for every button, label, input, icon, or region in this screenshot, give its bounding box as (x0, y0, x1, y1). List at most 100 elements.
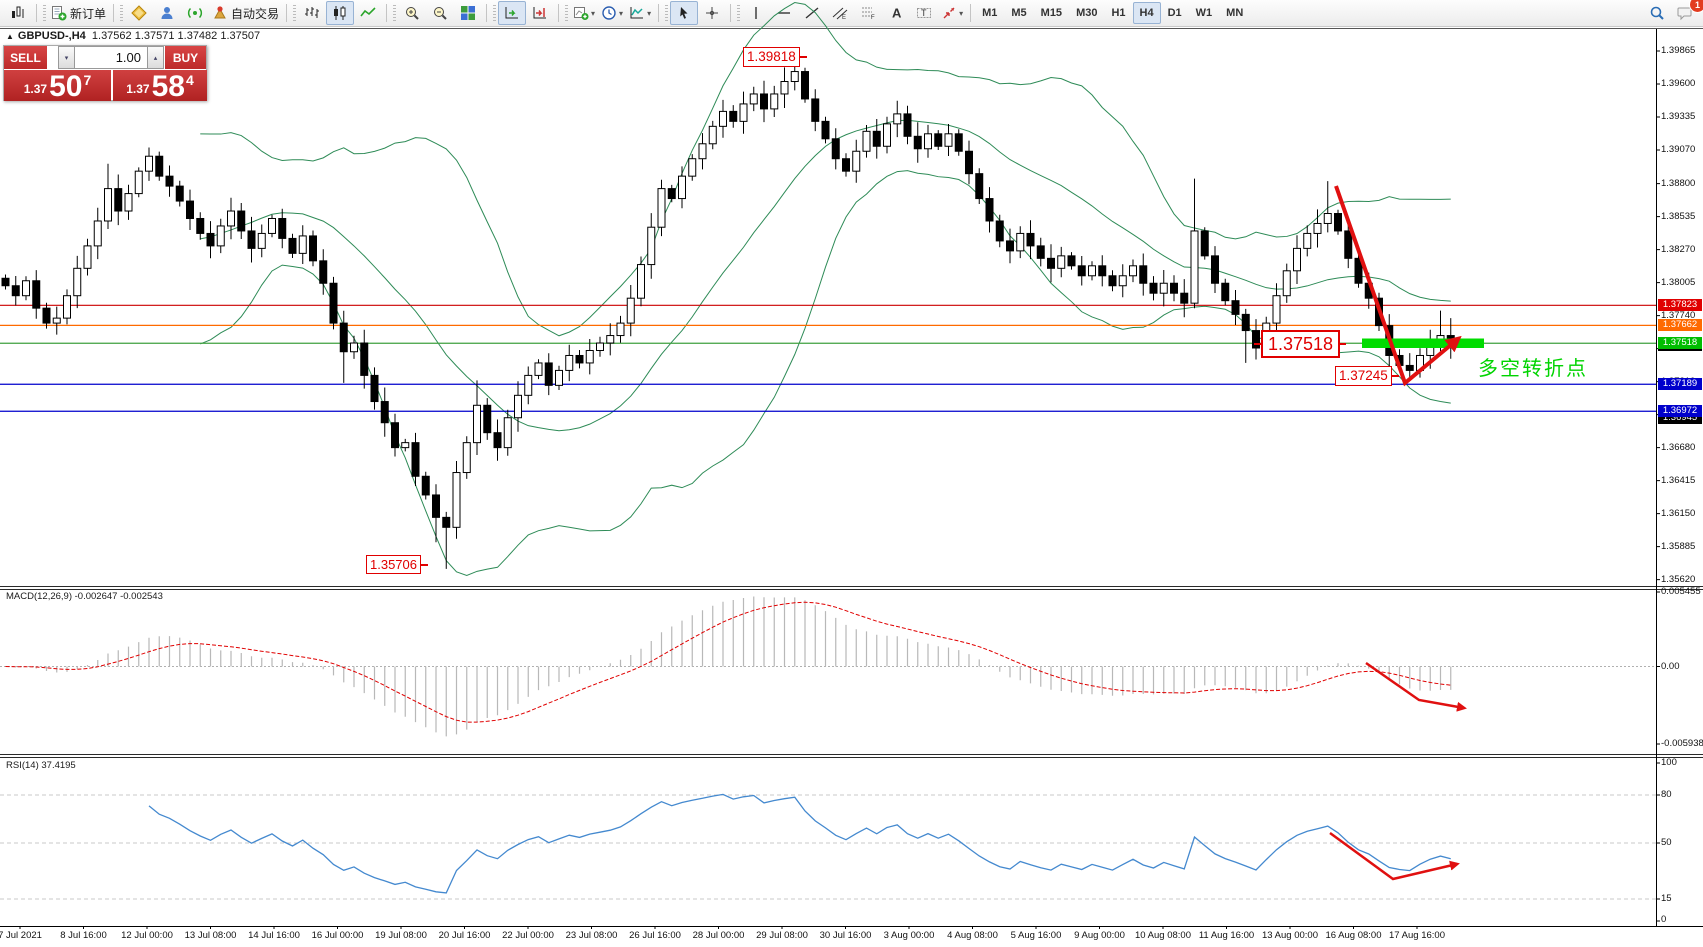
sell-button[interactable]: SELL (4, 46, 47, 69)
bar-chart-button[interactable] (298, 1, 326, 25)
candle-body (903, 113, 912, 137)
date-tick: 29 Jul 08:00 (756, 930, 808, 941)
collapse-triangle-icon[interactable]: ▲ (6, 32, 14, 41)
timeframe-w1[interactable]: W1 (1195, 7, 1213, 19)
toolbar-grip (565, 5, 569, 21)
vertical-line-button[interactable] (742, 1, 770, 25)
timeframe-m15[interactable]: M15 (1040, 7, 1063, 19)
candle-body (360, 342, 369, 376)
timeframe-m30[interactable]: M30 (1076, 7, 1098, 19)
macd-main-value: -0.002647 (74, 591, 118, 602)
timeframe-mn[interactable]: MN (1226, 7, 1244, 19)
timeframe-m1[interactable]: M1 (982, 7, 998, 19)
chat-button[interactable]: 1 (1671, 0, 1703, 25)
market-button[interactable] (153, 1, 181, 25)
price-label-low[interactable]: 1.35706 (366, 555, 428, 574)
signals-icon (187, 7, 203, 19)
arrows-button[interactable]: ▾ (938, 1, 966, 25)
horizontal-line-button[interactable] (770, 1, 798, 25)
channel-button[interactable]: E (826, 1, 854, 25)
date-tick: 16 Aug 08:00 (1325, 930, 1382, 941)
candle-body (1231, 300, 1240, 315)
green-level-bar[interactable] (1362, 338, 1484, 349)
date-tick: 30 Jul 16:00 (819, 930, 872, 941)
candle-body (257, 232, 266, 249)
price-tick: 1.38005 (1661, 276, 1696, 288)
signals-button[interactable] (181, 1, 209, 25)
auto-scroll-button[interactable] (498, 1, 527, 25)
text-label-button[interactable]: T (910, 1, 938, 25)
timeframe-h4[interactable]: H4 (1132, 2, 1161, 24)
toolbar: 新订单 自动交易 ▾ ▾ ▾ E F A T ▾ M1 M5 M15 M30 H1 H4 D1 W1 MN 1 (0, 0, 1703, 27)
fibonacci-button[interactable]: F (854, 1, 882, 25)
candle-body (883, 123, 891, 147)
line-icon (360, 7, 376, 17)
candle-chart-button[interactable] (326, 1, 355, 25)
arrows-icon (943, 7, 955, 19)
candle-body (370, 374, 379, 403)
price-tick: 1.38270 (1661, 243, 1696, 255)
candle-body (760, 93, 768, 110)
candle-body (1118, 275, 1127, 287)
line-chart-button[interactable] (354, 1, 382, 25)
candles-icon (334, 6, 346, 20)
text-icon: A (892, 6, 902, 21)
buy-button[interactable]: BUY (165, 46, 206, 69)
price-label-pivot[interactable]: 1.37245 (1335, 366, 1399, 386)
candle-body (1036, 245, 1045, 259)
trendline-button[interactable] (798, 1, 826, 25)
candle-body (555, 369, 563, 386)
window-icon[interactable] (4, 1, 32, 25)
red-trend-arrow-main (1334, 185, 1462, 387)
date-tick: 23 Jul 08:00 (565, 930, 618, 941)
candle-body (268, 217, 276, 234)
chart-title: ▲ GBPUSD-,H4 1.37562 1.37571 1.37482 1.37… (6, 30, 260, 42)
new-order-icon (52, 6, 67, 21)
date-tick: 16 Jul 00:00 (311, 930, 364, 941)
candle-body (688, 158, 697, 177)
candle-body (1077, 265, 1086, 277)
profiles-button[interactable]: ▾ (598, 1, 626, 25)
price-label-high[interactable]: 1.39818 (743, 47, 807, 67)
volume-increase-button[interactable]: ▴ (147, 46, 164, 69)
candle-body (32, 280, 41, 309)
rsi-axis-tick: 15 (1661, 893, 1672, 904)
candle-body (575, 354, 584, 364)
toolbar-grip (120, 5, 124, 21)
metaeditor-button[interactable] (125, 1, 153, 25)
search-button[interactable] (1643, 1, 1671, 25)
candle-body (421, 475, 430, 496)
buy-price-point: 4 (185, 72, 194, 88)
indicators-button[interactable]: ▾ (626, 1, 654, 25)
autotrading-button[interactable]: 自动交易 (209, 1, 282, 25)
volume-decrease-button[interactable]: ▾ (58, 46, 75, 69)
toolbar-separator (286, 4, 288, 22)
price-label-level[interactable]: 1.37518 (1253, 330, 1347, 358)
candle-body (1006, 240, 1014, 252)
chart-shift-button[interactable] (526, 1, 554, 25)
sell-price-display[interactable]: 1.37 50 7 (4, 70, 111, 103)
candle-body (739, 103, 748, 122)
zoom-in-icon (406, 7, 419, 20)
buy-price-display[interactable]: 1.37 58 4 (113, 70, 207, 102)
zoom-out-button[interactable] (426, 1, 454, 25)
candle-body (965, 150, 973, 175)
candle-body (801, 71, 809, 100)
text-button[interactable]: A (882, 1, 910, 25)
volume-input[interactable]: 1.00 (75, 46, 147, 69)
zoom-in-button[interactable] (398, 1, 426, 25)
trendline-icon (805, 7, 819, 19)
candle-body (63, 295, 71, 319)
crosshair-button[interactable] (698, 1, 726, 25)
candle-body (1293, 247, 1301, 272)
new-chart-button[interactable]: ▾ (570, 1, 598, 25)
new-order-button[interactable]: 新订单 (48, 1, 109, 25)
timeframe-m5[interactable]: M5 (1011, 7, 1027, 19)
timeframe-h1[interactable]: H1 (1111, 7, 1126, 19)
candle-body (473, 404, 481, 444)
cursor-button[interactable] (670, 1, 699, 25)
tile-windows-button[interactable] (454, 1, 482, 25)
timeframe-d1[interactable]: D1 (1167, 7, 1182, 19)
sell-price-pips: 50 (49, 70, 83, 103)
